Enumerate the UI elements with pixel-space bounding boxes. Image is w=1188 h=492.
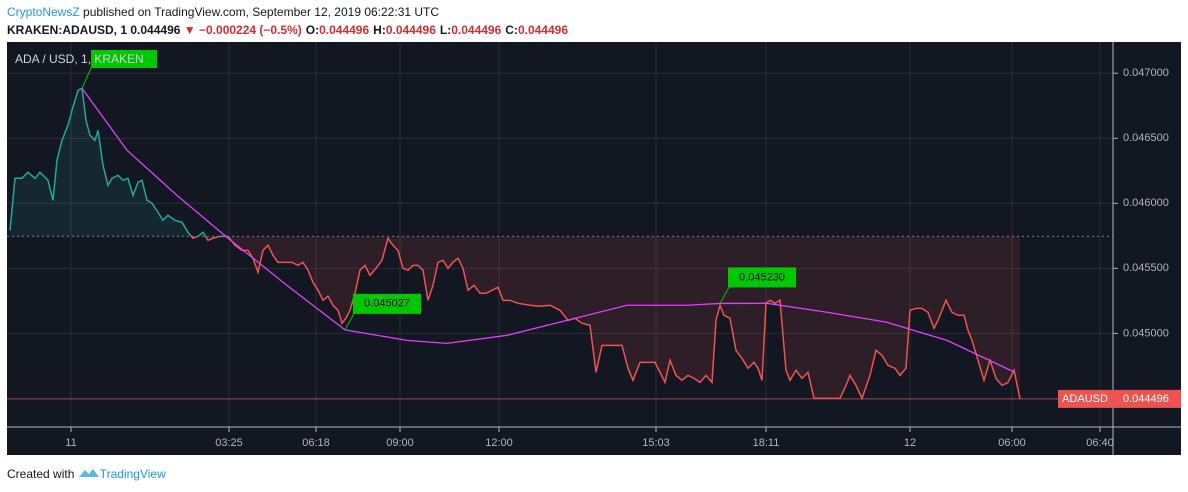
ohlc-label: L: (439, 23, 452, 37)
chart: 0.045000 0.045500 0.046000 0.046500 0.047000… (7, 42, 1181, 455)
annotation-box (353, 293, 421, 314)
x-tick-label: 03:25 (215, 437, 243, 449)
x-tick-label: 12 (904, 437, 916, 449)
price-tag (1058, 389, 1181, 408)
ohlc: O:0.044496 H:0.044496 L:0.044496 C:0.044496 (302, 23, 568, 37)
y-tick-label: 0.046500 (1123, 132, 1169, 144)
ohlc-value: 0.044496 (319, 23, 370, 37)
logo (78, 469, 99, 477)
price-line (9, 87, 1021, 401)
x-tick-label: 06:40 (1086, 437, 1114, 449)
annotation-box (91, 50, 157, 68)
annotation-pointer (719, 285, 731, 304)
annotation-pointer (344, 311, 356, 331)
published-text: published on TradingView.com, September … (83, 5, 440, 19)
x-tick-label: 06:00 (998, 437, 1026, 449)
last: 0.044496 (130, 23, 181, 37)
annotation-label: 0.045230 (739, 271, 785, 283)
footer: Created with TradingView (7, 467, 166, 481)
ohlc-label: C: (505, 23, 518, 37)
trend-line (81, 87, 1016, 373)
y-tick-label: 0.047000 (1123, 67, 1169, 79)
change: −0.000224 (−0.5%) (199, 23, 302, 37)
ohlc-label: H: (373, 23, 386, 37)
ohlc-label: O: (305, 23, 320, 37)
y-tick-label: 0.045500 (1123, 262, 1169, 274)
x-tick-label: 12:00 (485, 437, 513, 449)
down-arrow: ▼ (183, 23, 196, 37)
price-tag-name: ADAUSD (1062, 393, 1108, 405)
ohlc-value: 0.044496 (451, 23, 502, 37)
symbol-line: KRAKEN:ADAUSD, 1 0.044496 ▼ −0.000224 (−… (7, 23, 568, 37)
chart-title: ADA / USD, 1, KRAKEN (15, 52, 144, 66)
price-tag-value: 0.044496 (1123, 393, 1169, 405)
created-text: Created with (7, 467, 75, 481)
symbol: KRAKEN:ADAUSD, 1 (7, 23, 128, 37)
annotation-box (728, 267, 796, 288)
y-tick-label: 0.045000 (1123, 327, 1169, 339)
ohlc-value: 0.044496 (385, 23, 436, 37)
publisher[interactable]: CryptoNewsZ (7, 5, 80, 19)
baseline-fill (10, 88, 1020, 399)
annotation-label: 0.045027 (364, 298, 410, 310)
ohlc-value: 0.044496 (517, 23, 569, 37)
annotation-pointer (81, 65, 93, 89)
x-tick-label: 06:18 (302, 437, 330, 449)
y-tick-label: 0.046000 (1123, 197, 1169, 209)
x-tick-label: 15:03 (642, 437, 670, 449)
x-tick-label: 18:11 (753, 437, 780, 449)
publish-line: CryptoNewsZ published on TradingView.com… (7, 5, 439, 19)
x-tick-label: 09:00 (386, 437, 414, 449)
brand[interactable]: TradingView (99, 467, 166, 481)
x-tick-label: 11 (65, 437, 76, 449)
